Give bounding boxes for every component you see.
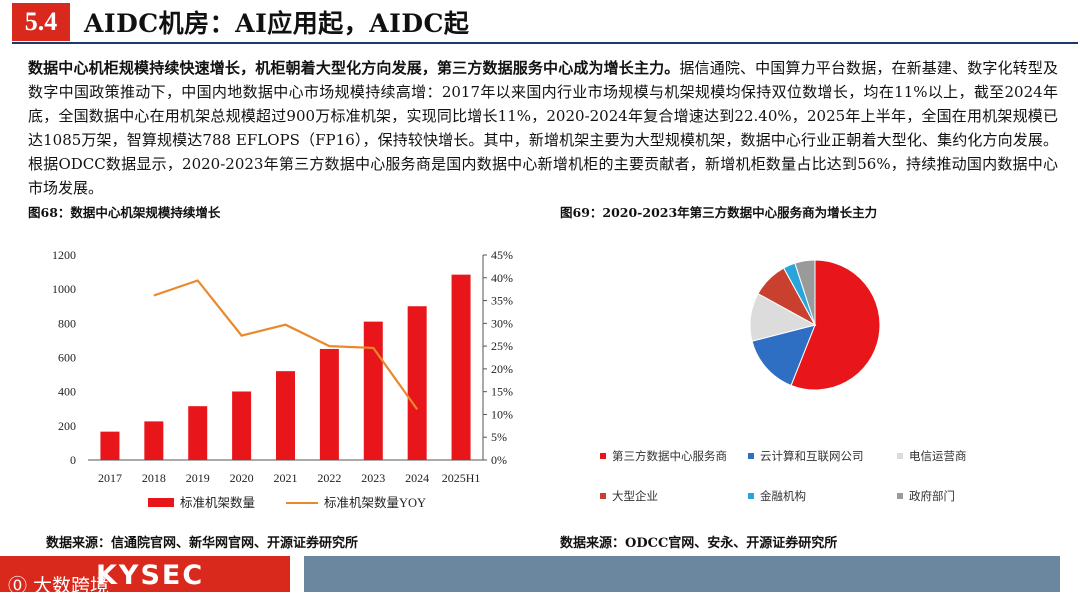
pie-legend-item: 云计算和互联网公司 bbox=[748, 448, 864, 464]
x-tick-label: 2024 bbox=[405, 471, 429, 485]
rack-scale-chart: 0 200 400 600 800 1000 1200 0% 5% 10% 15% 20% 25% 30%… bbox=[52, 248, 513, 510]
y-tick-label: 400 bbox=[58, 385, 76, 399]
bar bbox=[407, 306, 427, 460]
y-tick-label: 200 bbox=[58, 419, 76, 433]
y2-tick-label: 10% bbox=[491, 407, 513, 421]
pie-legend-item: 第三方数据中心服务商 bbox=[600, 448, 727, 464]
bar bbox=[100, 431, 120, 460]
y-tick-label: 0 bbox=[70, 453, 76, 467]
y2-tick-label: 45% bbox=[491, 248, 513, 262]
pie-legend-label: 第三方数据中心服务商 bbox=[612, 449, 727, 463]
yoy-line bbox=[153, 279, 419, 411]
pie-slice bbox=[790, 259, 881, 391]
section-number: 5.4 bbox=[12, 3, 70, 41]
pie-slice bbox=[794, 259, 816, 326]
x-tick-label: 2023 bbox=[361, 471, 385, 485]
legend-bar-swatch bbox=[148, 498, 174, 507]
pie-legend-item: 大型企业 bbox=[600, 488, 658, 504]
y-tick-label: 1000 bbox=[52, 282, 76, 296]
pie-legend-item: 金融机构 bbox=[748, 488, 806, 504]
y-tick-label: 1200 bbox=[52, 248, 76, 262]
y2-tick-label: 15% bbox=[491, 385, 513, 399]
x-tick-label: 2025H1 bbox=[442, 471, 481, 485]
pie-legend-swatch bbox=[748, 453, 754, 459]
pie-legend-label: 政府部门 bbox=[909, 489, 955, 503]
x-tick-label: 2021 bbox=[274, 471, 298, 485]
legend-bar-label: 标准机架数量 bbox=[180, 495, 255, 510]
pie-legend-swatch bbox=[748, 493, 754, 499]
x-tick-label: 2017 bbox=[98, 471, 122, 485]
pie-legend-swatch bbox=[897, 453, 903, 459]
lead-sentence: 数据中心机柜规模持续快速增长，机柜朝着大型化方向发展，第三方数据服务中心成为增长… bbox=[28, 59, 680, 77]
y2-tick-label: 0% bbox=[491, 453, 507, 467]
share-pie-chart bbox=[749, 259, 881, 391]
pie-legend-swatch bbox=[600, 453, 606, 459]
page-title: AIDC机房：AI应用起，AIDC起 bbox=[84, 9, 470, 38]
pie-legend-label: 电信运营商 bbox=[909, 449, 967, 463]
header-divider bbox=[12, 42, 1078, 44]
x-tick-label: 2018 bbox=[142, 471, 166, 485]
footer-brand-bar bbox=[0, 556, 290, 592]
pie-legend-item: 电信运营商 bbox=[897, 448, 967, 464]
y2-tick-label: 20% bbox=[491, 362, 513, 376]
y2-tick-label: 35% bbox=[491, 294, 513, 308]
x-tick-label: 2022 bbox=[317, 471, 341, 485]
pie-legend-label: 大型企业 bbox=[612, 489, 658, 503]
y2-tick-label: 30% bbox=[491, 316, 513, 330]
kysec-logo: KYSEC bbox=[96, 560, 205, 591]
bar bbox=[363, 321, 383, 460]
y-tick-label: 800 bbox=[58, 316, 76, 330]
fig69-title: 图69：2020-2023年第三方数据中心服务商为增长主力 bbox=[560, 205, 878, 220]
pie-legend-swatch bbox=[600, 493, 606, 499]
watermark-text: 大数跨境 bbox=[33, 575, 110, 597]
pie-legend-label: 云计算和互联网公司 bbox=[760, 449, 864, 463]
pie-legend-label: 金融机构 bbox=[760, 489, 806, 503]
fig69-source: 数据来源：ODCC官网、安永、开源证券研究所 bbox=[560, 536, 838, 551]
bar bbox=[232, 391, 252, 460]
watermark: ⓪ 大数跨境 bbox=[8, 571, 109, 598]
pie-legend-swatch bbox=[897, 493, 903, 499]
bar bbox=[319, 348, 339, 460]
y-tick-label: 600 bbox=[58, 351, 76, 365]
footer-bar bbox=[304, 556, 1060, 592]
pie-legend-item: 政府部门 bbox=[897, 488, 955, 504]
fig68-title: 图68：数据中心机架规模持续增长 bbox=[28, 205, 221, 220]
y2-tick-label: 25% bbox=[491, 339, 513, 353]
y2-tick-label: 5% bbox=[491, 430, 507, 444]
body-text: 据信通院、中国算力平台数据，在新基建、数字化转型及数字中国政策推动下，中国内地数… bbox=[28, 59, 1058, 197]
x-tick-label: 2019 bbox=[186, 471, 210, 485]
legend-line-label: 标准机架数量YOY bbox=[324, 495, 426, 510]
bar bbox=[188, 406, 208, 460]
body-paragraph: 数据中心机柜规模持续快速增长，机柜朝着大型化方向发展，第三方数据服务中心成为增长… bbox=[28, 56, 1058, 200]
fig68-source: 数据来源：信通院官网、新华网官网、开源证券研究所 bbox=[46, 536, 359, 551]
y2-tick-label: 40% bbox=[491, 271, 513, 285]
bar bbox=[144, 421, 164, 460]
pie-slice bbox=[751, 324, 816, 387]
bar bbox=[451, 274, 471, 460]
header: 5.4 AIDC机房：AI应用起，AIDC起 bbox=[0, 0, 1080, 46]
bar bbox=[276, 371, 295, 460]
x-tick-label: 2020 bbox=[230, 471, 254, 485]
watermark-icon: ⓪ bbox=[8, 575, 34, 597]
